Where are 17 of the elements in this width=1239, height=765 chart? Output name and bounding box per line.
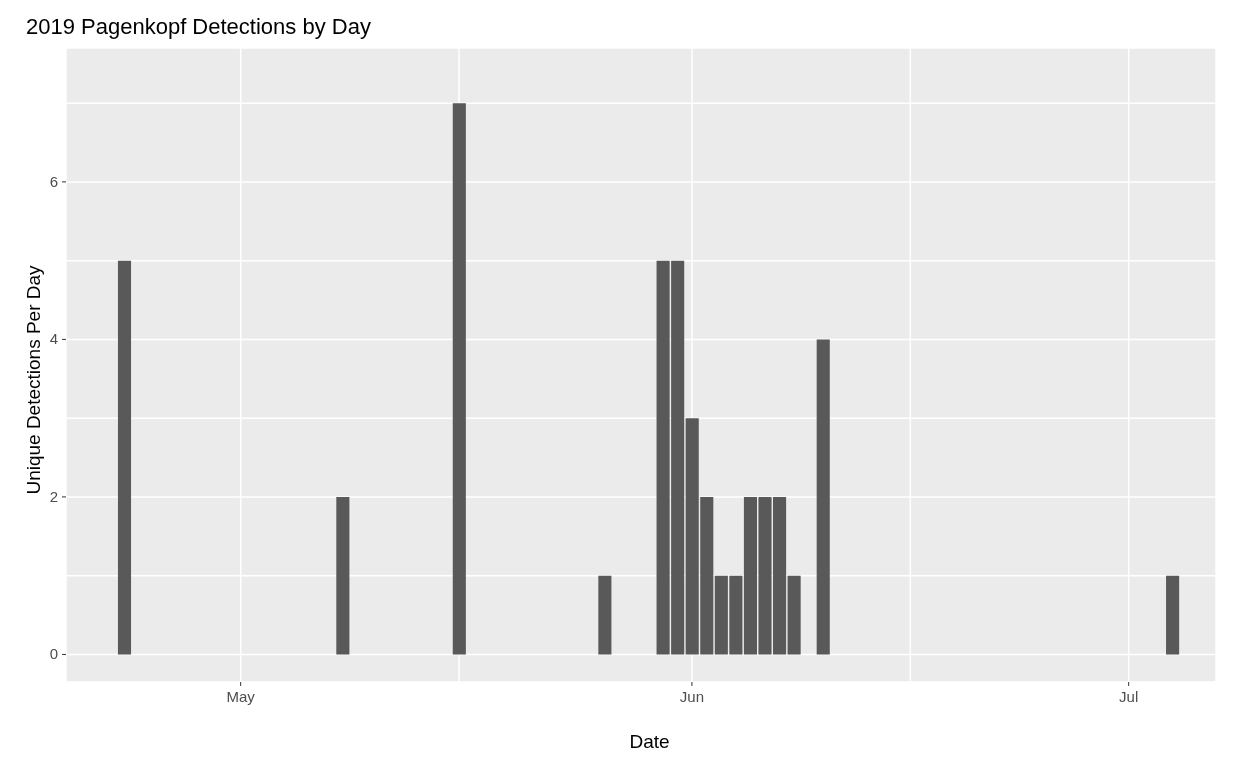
y-tick-label: 0 [49,645,58,663]
bar [598,575,612,655]
x-axis-title: Date [628,731,671,753]
y-tick-label: 4 [49,330,58,348]
chart-title: 2019 Pagenkopf Detections by Day [26,14,371,40]
x-tick-label: Jul [1119,688,1139,705]
bar [336,496,350,655]
x-tick-label: May [226,688,256,705]
y-tick-label: 6 [49,172,58,190]
x-tick-label: Jun [679,688,705,705]
bar [117,260,132,655]
bar [1166,575,1180,655]
bar [452,103,466,655]
y-axis-title: Unique Detections Per Day [23,265,45,495]
y-tick-label: 2 [49,487,58,505]
bar [816,339,830,655]
bar [787,575,801,655]
